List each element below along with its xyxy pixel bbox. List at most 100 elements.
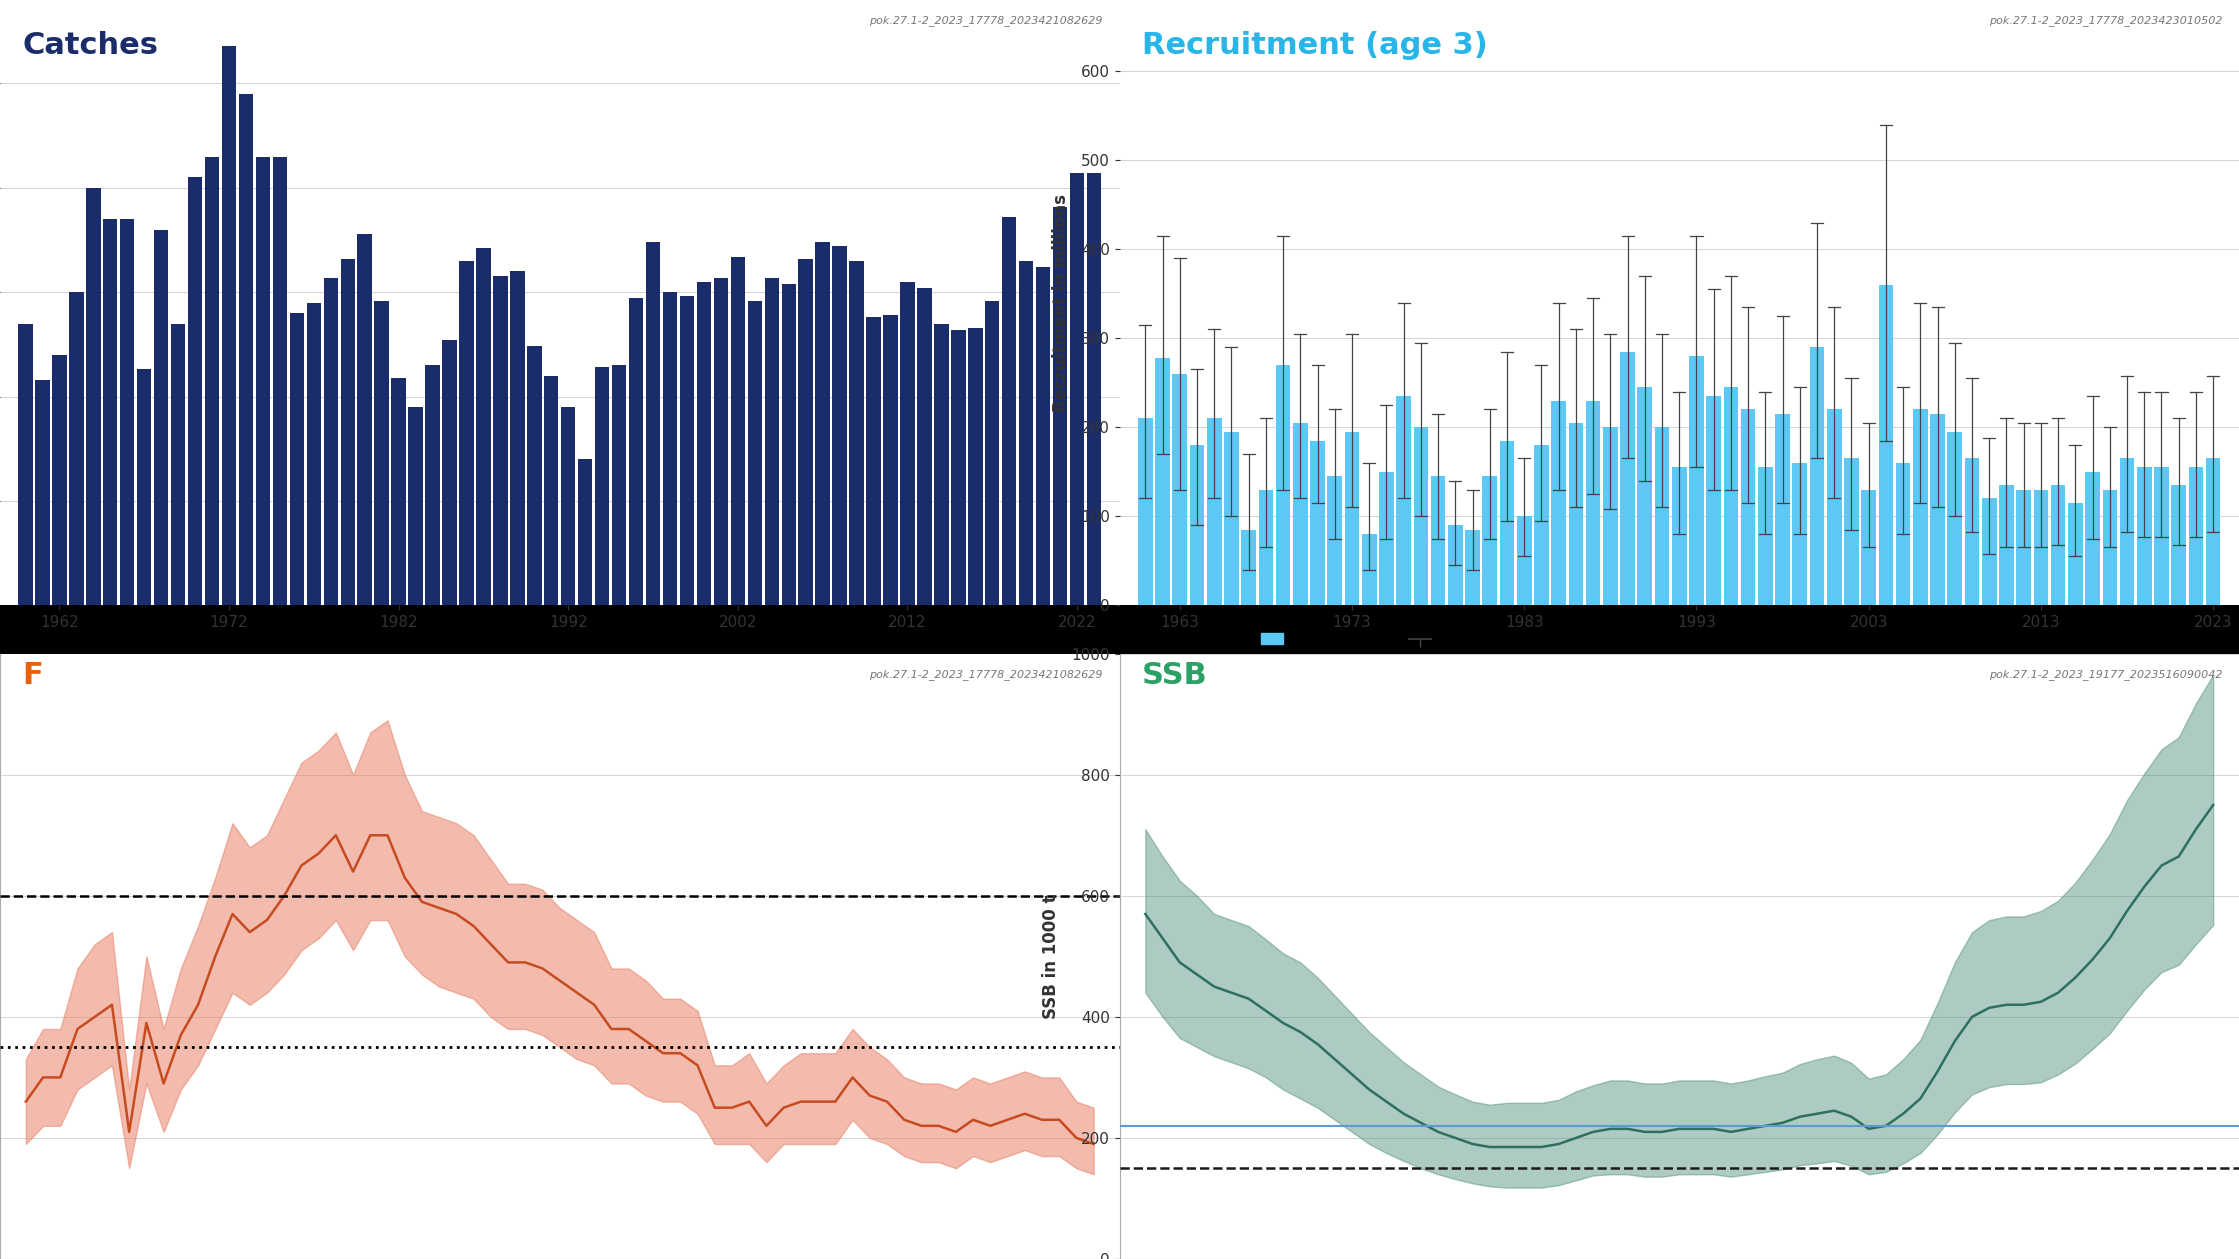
Bar [1086,174,1102,606]
Bar [1173,374,1187,606]
Bar [1070,174,1084,606]
Bar [1861,490,1876,606]
Bar [1912,409,1928,606]
Bar [815,242,831,606]
Bar [1518,516,1531,606]
Bar [2120,458,2134,606]
Bar [2136,467,2152,606]
Bar [1328,476,1341,606]
Bar [1482,476,1498,606]
Bar [562,407,575,606]
Bar [884,315,898,606]
Bar [1534,446,1549,606]
Bar [1292,423,1308,606]
Bar [1464,530,1480,606]
Bar [154,229,168,606]
Bar [918,288,931,606]
Bar [1310,441,1325,606]
Bar [2051,485,2067,606]
Bar [578,460,593,606]
Bar [1603,427,1617,606]
Bar [204,156,219,606]
Y-axis label: SSB in 1000 t: SSB in 1000 t [1041,894,1061,1019]
Bar [1276,365,1290,606]
Bar [222,45,235,606]
Bar [1655,427,1670,606]
Bar [255,156,271,606]
Bar [1379,472,1393,606]
Bar [1019,261,1034,606]
Bar [69,292,83,606]
Bar [1742,409,1755,606]
Bar [629,298,643,606]
Bar [544,375,558,606]
Bar [1155,358,1171,606]
Bar [1688,356,1704,606]
Text: SSB: SSB [1142,661,1207,690]
Text: Recruitment (age 3): Recruitment (age 3) [1142,31,1487,60]
Bar [849,261,864,606]
Bar [1397,397,1411,606]
Bar [1706,397,1722,606]
Bar [526,346,542,606]
Text: pok.27.1-2_2023_17778_2023421082629: pok.27.1-2_2023_17778_2023421082629 [869,669,1102,680]
Bar [1673,467,1686,606]
Bar [1570,423,1583,606]
Bar [781,283,795,606]
Bar [1037,267,1050,606]
Bar [1966,458,1979,606]
Bar [1879,285,1894,606]
Bar [1621,351,1634,606]
Bar [645,242,661,606]
Bar [425,365,439,606]
Bar [1207,418,1222,606]
Bar [137,369,152,606]
Text: F: F [22,661,43,690]
Bar [1225,432,1238,606]
Bar [748,301,761,606]
Bar [985,301,999,606]
Bar [1431,476,1446,606]
Bar [2154,467,2170,606]
Bar [240,94,253,606]
Bar [763,277,779,606]
Bar [866,317,880,606]
Bar [1500,441,1514,606]
Bar [493,276,508,606]
Bar [2069,502,2082,606]
Bar [1999,485,2013,606]
Bar [1003,217,1017,606]
Bar [374,301,390,606]
Bar [289,313,305,606]
Bar [188,178,202,606]
Bar [611,365,627,606]
Bar [663,292,676,606]
Bar [1809,347,1825,606]
Bar [1189,446,1205,606]
Bar [2205,458,2221,606]
Bar [51,355,67,606]
Text: pok.27.1-2_2023_19177_2023516090042: pok.27.1-2_2023_19177_2023516090042 [1988,669,2221,680]
Bar [1982,499,1997,606]
Bar [2085,472,2100,606]
Bar [477,248,490,606]
Bar [307,302,320,606]
Bar [2172,485,2185,606]
Bar [730,257,746,606]
Bar [1930,414,1946,606]
Bar [967,327,983,606]
Bar [1776,414,1789,606]
Bar [2033,490,2049,606]
Bar [1258,490,1274,606]
Bar [799,259,813,606]
Text: pok.27.1-2_2023_17778_2023423010502: pok.27.1-2_2023_17778_2023423010502 [1988,15,2221,26]
Bar [1948,432,1961,606]
Bar [340,259,356,606]
Bar [900,282,916,606]
Bar [714,277,728,606]
Text: pok.27.1-2_2023_17778_2023421082629: pok.27.1-2_2023_17778_2023421082629 [869,15,1102,26]
Bar [325,277,338,606]
Bar [459,261,475,606]
Bar [1346,432,1359,606]
Bar [1724,388,1737,606]
